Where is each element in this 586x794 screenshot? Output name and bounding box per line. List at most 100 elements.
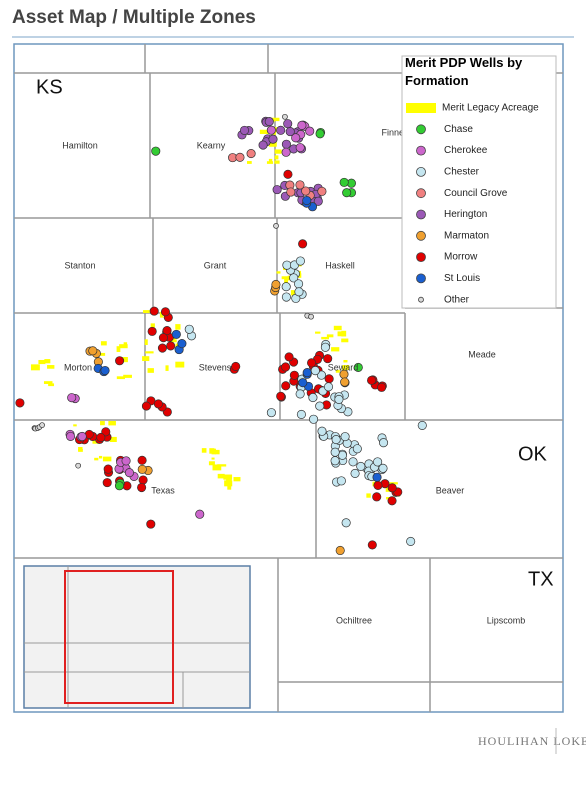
well-marker — [151, 146, 161, 156]
legend-title-line: Formation — [405, 73, 469, 88]
county-label: Morton — [64, 362, 92, 372]
well-marker — [308, 393, 318, 403]
well-marker — [282, 113, 288, 120]
acreage-patch — [217, 473, 225, 479]
well-marker — [195, 509, 205, 519]
well-marker — [137, 482, 147, 493]
state-label: KS — [36, 76, 63, 98]
well-marker — [281, 282, 291, 292]
well-marker — [266, 125, 276, 135]
well-marker — [387, 496, 397, 506]
well-marker — [317, 426, 327, 436]
acreage-patch — [123, 374, 132, 378]
acreage-patch — [227, 483, 232, 490]
well-marker — [373, 480, 383, 490]
well-marker — [310, 366, 320, 376]
well-marker — [350, 468, 360, 478]
acreage-patch — [175, 361, 185, 368]
legend-label: Cherokee — [444, 145, 488, 156]
state-label: TX — [528, 568, 554, 590]
well-marker — [67, 393, 77, 403]
acreage-patch — [108, 421, 116, 426]
legend-label: Morrow — [444, 252, 478, 263]
well-marker — [289, 370, 299, 380]
well-marker — [75, 462, 82, 469]
well-marker — [295, 143, 305, 153]
inset-lines — [24, 566, 250, 708]
acreage-patch — [215, 449, 220, 455]
well-marker — [305, 126, 315, 136]
well-marker — [323, 382, 334, 392]
well-marker — [315, 129, 325, 139]
legend-label: Marmaton — [444, 230, 489, 241]
acreage-patch — [343, 359, 348, 363]
well-marker — [341, 518, 351, 528]
well-marker — [308, 313, 314, 320]
well-marker — [330, 447, 340, 457]
well-marker — [352, 444, 362, 454]
county-label: Meade — [468, 349, 496, 359]
acreage-patch — [109, 436, 117, 443]
well-marker — [157, 343, 167, 353]
acreage-patch — [321, 336, 330, 340]
acreage-patch — [209, 448, 215, 454]
acreage-patch — [43, 381, 53, 384]
well-marker — [307, 358, 317, 368]
state-label: OK — [518, 443, 548, 465]
well-marker — [77, 431, 87, 442]
county-label: Seward — [328, 362, 359, 372]
well-marker — [339, 177, 349, 187]
legend-label: Council Grove — [444, 188, 508, 199]
well-marker — [184, 324, 194, 334]
well-marker — [378, 463, 388, 473]
legend — [401, 55, 557, 309]
well-marker — [377, 382, 387, 392]
well-marker — [320, 342, 330, 352]
well-marker — [298, 239, 308, 249]
acreage-patch — [44, 359, 51, 364]
well-marker — [264, 117, 274, 127]
well-marker — [336, 476, 346, 486]
county-label: Ochiltree — [336, 615, 372, 625]
legend-label: Chase — [444, 124, 473, 135]
acreage-patch — [269, 142, 277, 147]
well-marker — [331, 435, 341, 445]
acreage-patch — [212, 464, 222, 471]
acreage-patch — [217, 464, 227, 467]
acreage-patch — [38, 359, 46, 365]
well-marker — [330, 456, 340, 466]
well-marker — [39, 422, 45, 428]
legend-swatch — [418, 296, 424, 303]
well-marker — [297, 120, 307, 130]
acreage-patch — [102, 456, 112, 462]
county-lines — [14, 44, 563, 712]
county-label: Stanton — [64, 260, 95, 270]
well-marker — [101, 427, 111, 437]
well-marker — [15, 398, 25, 408]
well-marker — [137, 464, 147, 474]
well-marker — [273, 223, 279, 229]
well-marker — [317, 186, 327, 196]
well-marker — [353, 362, 363, 372]
acreage-patch — [94, 457, 99, 461]
acreage-patch — [211, 457, 215, 460]
legend-swatch — [416, 166, 426, 177]
well-marker — [281, 362, 291, 372]
well-marker — [294, 279, 304, 289]
acreage-patch — [341, 330, 347, 337]
well-marker — [65, 431, 76, 441]
well-marker — [309, 414, 319, 424]
well-marker — [282, 260, 292, 270]
legend-label: Chester — [444, 167, 480, 178]
well-marker — [114, 481, 125, 491]
acreage-patch — [201, 448, 207, 453]
acreage-patch — [144, 339, 148, 346]
well-marker — [340, 377, 350, 387]
well-marker — [88, 346, 98, 356]
well-marker — [372, 492, 382, 502]
inset-map — [23, 565, 251, 709]
acreage-patch — [100, 421, 105, 426]
well-marker — [171, 329, 181, 339]
county-label: Finney — [381, 127, 409, 137]
